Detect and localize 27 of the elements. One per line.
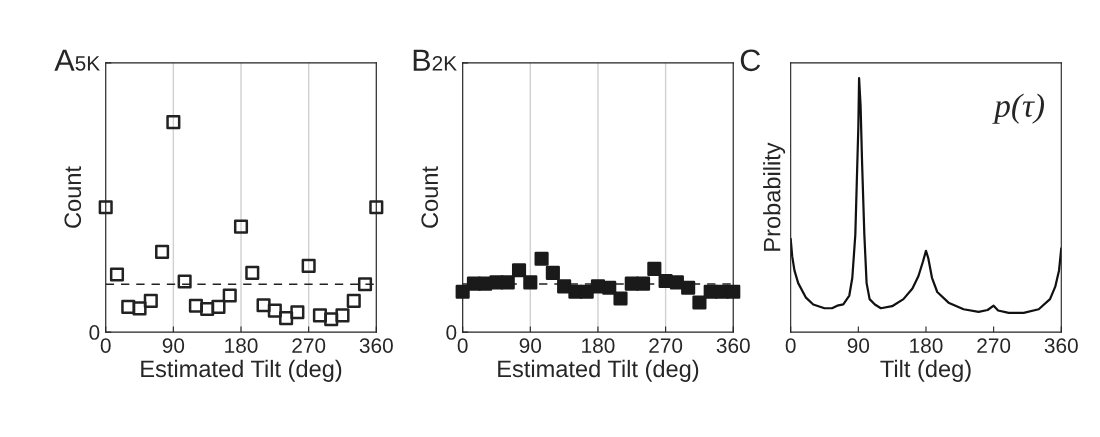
x-tick-label: 90 — [162, 338, 185, 353]
chart-title: C — [740, 49, 761, 72]
annotation: p(τ) — [992, 93, 1045, 124]
x-tick-label: 180 — [225, 338, 258, 353]
y-axis-title: Probability — [763, 142, 786, 251]
chart-title: B — [413, 49, 431, 71]
x-tick-label: 90 — [519, 338, 542, 353]
y-axis-title: Count — [421, 166, 439, 228]
x-tick-label: 90 — [847, 338, 870, 353]
x-tick-label: 0 — [457, 338, 468, 353]
x-axis-title: Estimated Tilt (deg) — [141, 359, 342, 382]
x-axis-title: Tilt (deg) — [880, 359, 971, 382]
x-tick-label: 0 — [785, 338, 796, 353]
x-tick-label: 0 — [100, 338, 111, 353]
y-tick-label: 5K — [75, 56, 100, 71]
x-tick-label: 270 — [977, 338, 1011, 353]
x-tick-label: 360 — [1044, 338, 1078, 353]
x-tick-label: 270 — [292, 338, 326, 353]
x-tick-label: 270 — [649, 338, 683, 353]
x-tick-label: 180 — [582, 338, 615, 353]
x-tick-label: 360 — [359, 338, 393, 353]
x-tick-label: 360 — [716, 338, 750, 353]
x-tick-label: 180 — [910, 338, 943, 353]
x-axis-title: Estimated Tilt (deg) — [498, 359, 699, 382]
y-axis-title: Count — [64, 166, 82, 228]
chart-title: A — [54, 49, 75, 71]
y-tick-label: 2K — [432, 55, 457, 71]
